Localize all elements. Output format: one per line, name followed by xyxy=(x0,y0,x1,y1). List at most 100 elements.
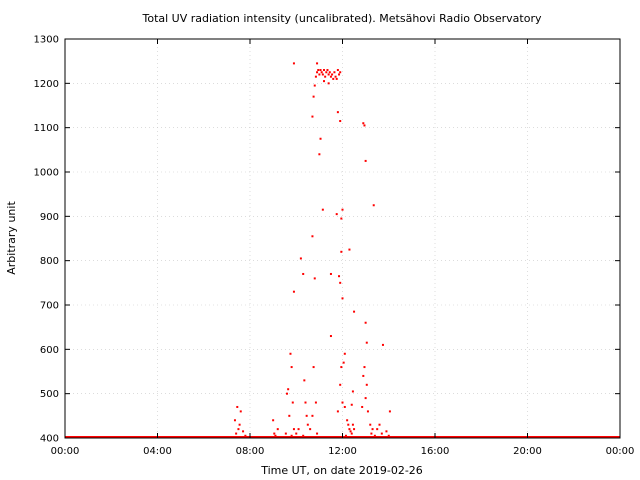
data-point xyxy=(336,410,339,413)
data-point xyxy=(350,403,353,406)
data-point xyxy=(370,432,373,435)
data-point xyxy=(339,71,342,74)
data-point xyxy=(239,410,242,413)
data-point xyxy=(339,383,342,386)
x-axis-label: Time UT, on date 2019-02-26 xyxy=(260,464,423,477)
data-point xyxy=(286,392,288,395)
data-point xyxy=(292,290,295,293)
data-point xyxy=(351,423,354,426)
x-tick-label: 00:00 xyxy=(51,446,80,457)
data-point xyxy=(320,71,323,74)
data-point xyxy=(287,388,290,391)
data-point xyxy=(387,434,390,437)
data-point xyxy=(380,432,383,435)
data-point xyxy=(316,432,319,435)
data-point xyxy=(321,208,324,211)
data-point xyxy=(365,383,368,386)
data-point xyxy=(336,111,339,114)
data-point xyxy=(291,401,294,404)
x-tick-labels: 00:00 04:00 08:00 12:00 16:00 20:00 00:00 xyxy=(51,446,635,457)
data-point xyxy=(376,428,379,431)
data-point xyxy=(319,137,322,140)
y-tick-label: 1300 xyxy=(34,35,59,46)
data-point xyxy=(299,257,302,260)
y-tick-label: 500 xyxy=(40,389,59,400)
data-point xyxy=(311,414,314,417)
x-tick-label: 20:00 xyxy=(513,446,542,457)
data-point xyxy=(335,77,338,80)
data-point xyxy=(351,390,354,393)
data-point xyxy=(304,401,307,404)
data-point xyxy=(366,410,369,413)
data-point xyxy=(235,432,238,435)
data-point xyxy=(318,73,321,76)
y-axis-label: Arbitrary unit xyxy=(5,201,18,275)
data-point xyxy=(331,73,334,76)
data-point xyxy=(297,428,300,431)
data-point xyxy=(316,62,319,65)
data-point xyxy=(385,430,388,433)
data-point xyxy=(371,428,374,431)
data-point xyxy=(340,217,343,220)
data-point xyxy=(364,159,367,162)
data-point xyxy=(362,374,365,377)
data-point xyxy=(349,430,352,433)
y-tick-label: 600 xyxy=(40,345,59,356)
data-point xyxy=(313,84,316,87)
data-point xyxy=(312,95,315,98)
y-tick-labels: 400 500 600 700 800 900 1000 1100 1200 1300 xyxy=(34,35,59,445)
data-point xyxy=(314,75,317,78)
data-point xyxy=(340,250,343,253)
data-point xyxy=(347,423,350,426)
data-point xyxy=(363,124,366,127)
data-point xyxy=(238,423,241,426)
data-point xyxy=(325,71,328,74)
data-point xyxy=(233,419,236,422)
data-point xyxy=(348,248,351,251)
data-point xyxy=(328,71,331,74)
data-point xyxy=(276,428,279,431)
data-point xyxy=(292,428,295,431)
data-point xyxy=(369,423,372,426)
y-tick-label: 1100 xyxy=(34,123,59,134)
data-point xyxy=(333,71,336,74)
data-point xyxy=(311,235,314,238)
data-point xyxy=(306,423,309,426)
data-point xyxy=(348,428,351,431)
data-point xyxy=(329,75,332,78)
data-point xyxy=(339,281,342,284)
data-point xyxy=(317,69,320,72)
data-point xyxy=(363,366,366,369)
data-point xyxy=(353,310,356,313)
chart-title: Total UV radiation intensity (uncalibrat… xyxy=(142,12,542,25)
data-point xyxy=(335,213,338,216)
data-point xyxy=(341,208,344,211)
data-point xyxy=(290,434,293,437)
data-point xyxy=(329,335,332,338)
y-tick-label: 900 xyxy=(40,212,59,223)
data-point xyxy=(274,434,277,437)
data-point xyxy=(313,277,316,280)
x-tick-label: 16:00 xyxy=(421,446,450,457)
y-tick-label: 800 xyxy=(40,256,59,267)
data-point xyxy=(327,73,330,76)
data-point xyxy=(344,434,347,437)
x-tick-label: 00:00 xyxy=(606,446,635,457)
x-tick-label: 04:00 xyxy=(143,446,172,457)
data-point xyxy=(332,77,335,80)
data-point xyxy=(319,69,322,72)
data-point xyxy=(288,414,291,417)
data-point xyxy=(284,432,287,435)
data-point xyxy=(312,366,315,369)
data-point xyxy=(237,428,240,431)
data-point xyxy=(338,275,341,278)
data-point xyxy=(290,366,293,369)
data-point xyxy=(302,434,305,437)
data-point xyxy=(350,432,353,435)
data-point xyxy=(326,69,329,72)
data-points xyxy=(233,62,391,437)
data-point xyxy=(318,153,321,156)
data-point xyxy=(309,428,312,431)
data-point xyxy=(339,120,342,123)
